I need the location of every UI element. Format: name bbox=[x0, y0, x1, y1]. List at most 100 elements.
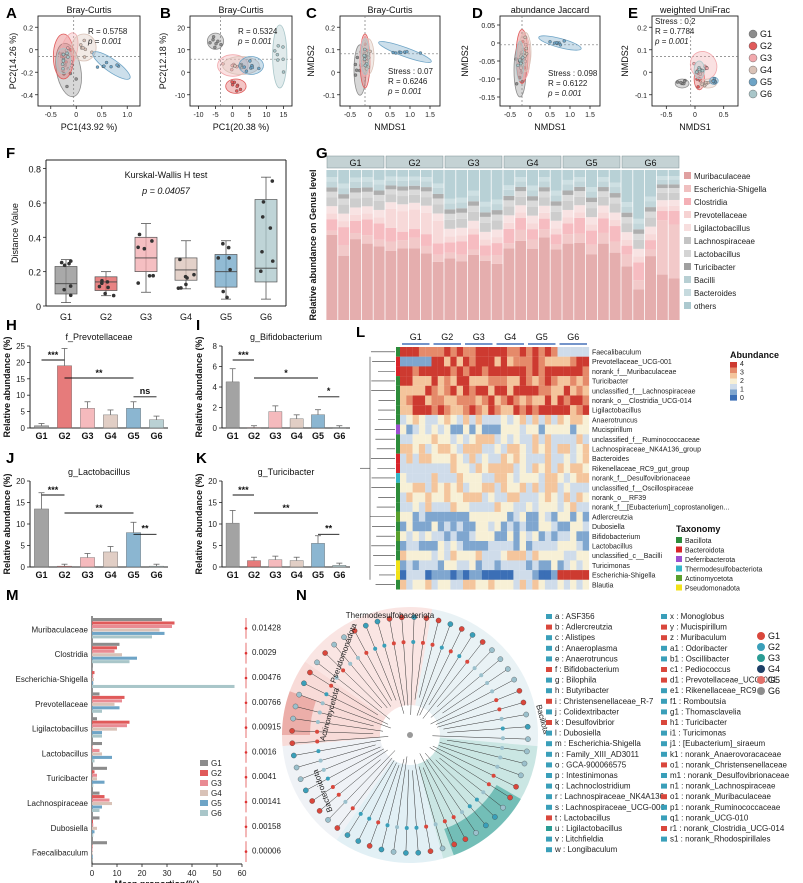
point-G4 bbox=[79, 43, 83, 47]
stack-bar bbox=[326, 234, 338, 320]
heatmap-cell bbox=[519, 550, 527, 561]
taxa-label: c1 : Pediococcus bbox=[670, 665, 730, 674]
heatmap-cell bbox=[450, 473, 457, 483]
stack-bar bbox=[409, 170, 420, 177]
inner-node bbox=[350, 806, 355, 811]
heatmap-cell bbox=[526, 405, 533, 415]
stack-bar bbox=[409, 248, 420, 320]
stack-bar bbox=[456, 202, 468, 209]
heatmap-cell bbox=[463, 376, 470, 386]
stack-bar bbox=[621, 217, 633, 224]
abundance-colorbar bbox=[730, 373, 737, 379]
heatmap-cell bbox=[576, 453, 583, 464]
stack-bar bbox=[420, 205, 432, 213]
leaf-node bbox=[374, 618, 381, 625]
stack-bar bbox=[574, 186, 586, 192]
stack-bar bbox=[420, 197, 432, 206]
stack-bar bbox=[597, 170, 609, 178]
heatmap-cell bbox=[494, 395, 501, 406]
point-G5 bbox=[391, 50, 395, 55]
heatmap-cell bbox=[469, 502, 476, 512]
heatmap-cell bbox=[488, 376, 495, 386]
heatmap-cell bbox=[475, 550, 482, 561]
heatmap-cell bbox=[450, 434, 457, 445]
clade-branch bbox=[414, 618, 427, 700]
heatmap-cell bbox=[475, 463, 482, 474]
leaf-node bbox=[423, 615, 430, 621]
abundance-colorbar bbox=[730, 362, 737, 368]
group-label-G3: G3 bbox=[768, 653, 780, 663]
heatmap-cell bbox=[513, 453, 520, 464]
clade-branch bbox=[358, 762, 397, 842]
heatmap-cell bbox=[494, 356, 501, 367]
heatmap-cell bbox=[570, 444, 577, 454]
sig-marker: *** bbox=[48, 485, 59, 495]
taxa-swatch bbox=[661, 720, 667, 725]
clade-branch bbox=[296, 744, 376, 768]
clade-branch bbox=[293, 739, 381, 756]
heatmap-cell bbox=[406, 444, 413, 454]
bar-G5 bbox=[92, 830, 95, 834]
stack-bar bbox=[361, 243, 373, 320]
inner-node bbox=[485, 680, 490, 685]
x-tick-label: G5 bbox=[127, 570, 139, 580]
heatmap-row-label: Turicibacter bbox=[592, 379, 629, 386]
bar-G1 bbox=[92, 766, 107, 770]
heatmap-row-label: Bacteroides bbox=[592, 456, 629, 463]
heatmap-cell bbox=[551, 502, 558, 512]
box-point-G4 bbox=[192, 272, 196, 277]
stack-bar bbox=[633, 218, 645, 224]
x-axis-label: Mean proportion(%) bbox=[115, 879, 200, 883]
taxa-swatch bbox=[661, 794, 667, 800]
y-tick-label: 4 bbox=[213, 383, 218, 392]
box-point-G1 bbox=[68, 293, 73, 298]
heatmap-cell bbox=[475, 502, 482, 512]
heatmap-cell bbox=[456, 424, 464, 435]
bar-G3 bbox=[80, 557, 95, 568]
heatmap-cell bbox=[463, 424, 470, 435]
stack-bar bbox=[420, 181, 432, 188]
box-point-G6 bbox=[260, 249, 264, 254]
heatmap-cell bbox=[481, 366, 489, 377]
group-label-G1: G1 bbox=[768, 631, 780, 641]
x-tick-label: 10 bbox=[263, 112, 271, 119]
heatmap-cell bbox=[418, 521, 426, 532]
stack-bar bbox=[586, 217, 597, 225]
heatmap-cell bbox=[425, 444, 432, 454]
heatmap-cell bbox=[400, 453, 407, 464]
inner-node bbox=[376, 820, 381, 825]
heatmap-cell bbox=[456, 502, 464, 512]
heatmap-cell bbox=[544, 473, 552, 483]
heatmap-cell bbox=[406, 356, 413, 367]
heatmap-cell bbox=[400, 560, 407, 571]
stack-bar bbox=[350, 181, 361, 188]
leaf-node bbox=[344, 832, 351, 838]
point-G1 bbox=[514, 82, 519, 86]
heatmap-cell bbox=[500, 366, 508, 377]
heatmap-cell bbox=[494, 550, 501, 561]
stack-bar bbox=[645, 256, 656, 320]
heatmap-cell bbox=[557, 579, 564, 590]
heatmap-cell bbox=[406, 395, 413, 406]
point-G6 bbox=[363, 47, 367, 52]
heatmap-cell bbox=[488, 463, 495, 474]
inner-node bbox=[373, 646, 378, 651]
heatmap-cell bbox=[538, 531, 545, 542]
bar-G2 bbox=[92, 795, 105, 799]
point-G1 bbox=[208, 41, 212, 45]
stress-text: Stress : 0.07 bbox=[388, 67, 433, 76]
panel-letter-F: F bbox=[6, 145, 15, 162]
heatmap-cell bbox=[513, 521, 520, 532]
heatmap-cell bbox=[475, 579, 482, 590]
bar-G1 bbox=[92, 742, 102, 746]
heatmap-cell bbox=[456, 579, 464, 590]
group-marker-G3 bbox=[757, 654, 765, 662]
inner-node bbox=[411, 640, 416, 645]
stack-bar bbox=[656, 274, 668, 320]
heatmap-cell bbox=[532, 444, 539, 454]
heatmap-cell bbox=[557, 405, 564, 415]
heatmap-cell bbox=[425, 502, 432, 512]
heatmap-cell bbox=[576, 395, 583, 406]
heatmap-cell bbox=[500, 579, 508, 590]
x-tick-label: 0.5 bbox=[385, 112, 395, 119]
